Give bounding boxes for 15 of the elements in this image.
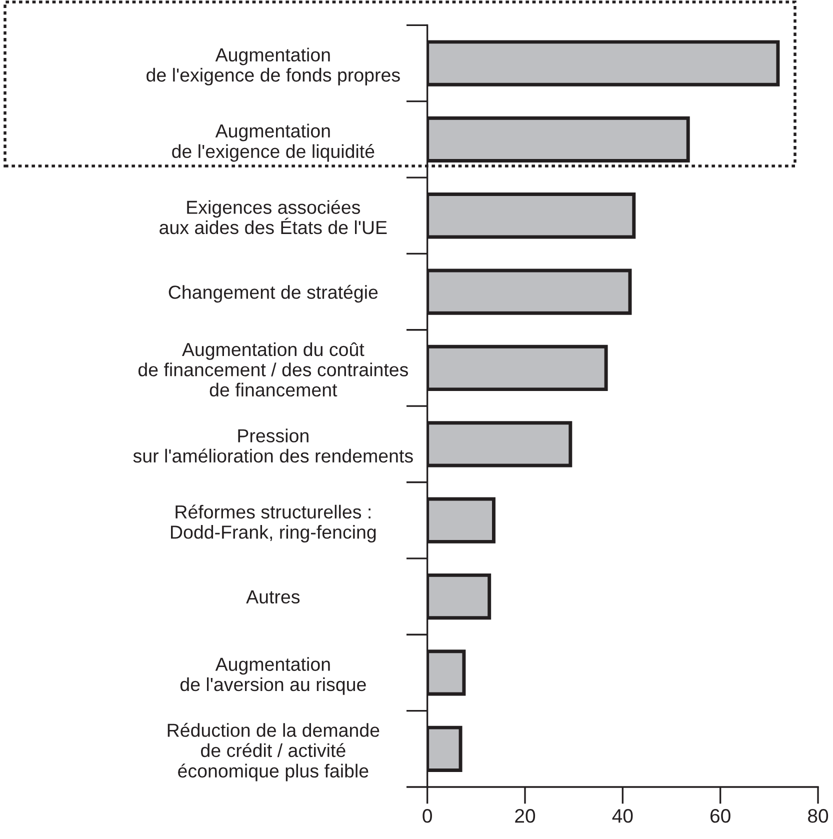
x-tick-label: 20 bbox=[515, 809, 536, 823]
y-tick-label: Augmentation de l'aversion au risque bbox=[180, 657, 366, 695]
y-tick-label: Autres bbox=[246, 590, 300, 604]
y-tick-label: Réformes structurelles : Dodd-Frank, ring-fencing bbox=[171, 504, 376, 542]
y-tick-label: Augmentation de l'exigence de fonds propres bbox=[146, 48, 400, 86]
y-tick-label: Pression sur l'amélioration des rendements bbox=[133, 428, 413, 463]
x-tick-label: 80 bbox=[808, 809, 828, 823]
y-tick-label: Changement de stratégie bbox=[168, 284, 378, 303]
y-tick-label: Augmentation du coût de financement / des contraintes de financement bbox=[138, 342, 408, 397]
y-tick-label: Réduction de la demande de crédit / activité économique plus faible bbox=[168, 722, 380, 782]
x-tick-label: 0 bbox=[422, 809, 432, 823]
y-tick-label: Augmentation de l'exigence de liquidité bbox=[172, 124, 374, 162]
x-tick-label: 60 bbox=[710, 809, 730, 823]
x-tick-label: 40 bbox=[612, 809, 633, 823]
y-tick-label: Exigences associées aux aides des États de l'UE bbox=[160, 200, 387, 234]
